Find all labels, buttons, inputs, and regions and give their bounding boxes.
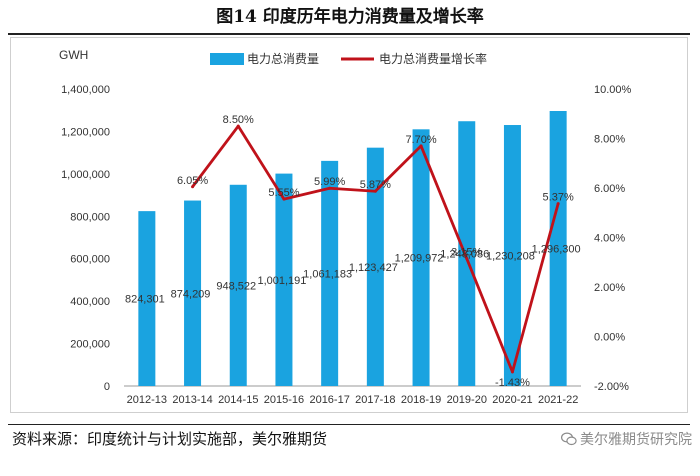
growth-rate-label: 6.05% <box>177 175 208 187</box>
left-tick-label: 400,000 <box>70 296 110 308</box>
growth-rate-label: 5.55% <box>268 187 299 199</box>
legend-bar-swatch <box>210 53 244 65</box>
left-axis-unit: GWH <box>59 48 88 62</box>
title-divider <box>8 33 690 35</box>
x-tick-label: 2017-18 <box>355 394 395 406</box>
x-tick-label: 2016-17 <box>309 394 349 406</box>
right-tick-label: 6.00% <box>594 183 625 195</box>
consumption-bar <box>184 200 202 386</box>
growth-rate-label: -1.43% <box>495 377 530 389</box>
x-tick-label: 2018-19 <box>401 394 441 406</box>
bar-value-label: 1,296,300 <box>532 243 581 255</box>
bar-value-label: 1,230,208 <box>486 251 535 263</box>
axes: GWH 0 200,000 400,000 600,000 800,000 1,000,00… <box>59 48 632 406</box>
left-tick-label: 1,200,000 <box>61 126 110 138</box>
consumption-bar <box>412 129 430 386</box>
source-note: 资料来源：印度统计与计划实施部，美尔雅期货 <box>12 430 328 448</box>
x-tick-label: 2012-13 <box>127 394 167 406</box>
figure-title: 图14 印度历年电力消费量及增长率 <box>216 7 484 27</box>
consumption-bar <box>503 125 521 387</box>
x-tick-label: 2014-15 <box>218 394 258 406</box>
right-tick-label: 0.00% <box>594 332 625 344</box>
legend: 电力总消费量 电力总消费量增长率 <box>210 51 487 66</box>
watermark: 美尔雅期货研究院 <box>561 429 692 449</box>
consumption-bar <box>321 160 339 386</box>
x-tick-label: 2013-14 <box>172 394 212 406</box>
growth-rate-label: 5.37% <box>543 192 574 204</box>
bar-value-label: 1,248,086 <box>440 249 489 261</box>
growth-rate-point <box>556 202 560 206</box>
growth-rate-point <box>191 185 195 189</box>
chart-frame: GWH 0 200,000 400,000 600,000 800,000 1,000,00… <box>10 37 688 413</box>
bar-value-label: 1,123,427 <box>349 262 398 274</box>
left-tick-label: 800,000 <box>70 211 110 223</box>
left-tick-label: 1,000,000 <box>61 169 110 181</box>
right-tick-label: 2.00% <box>594 282 625 294</box>
consumption-bar <box>549 110 567 387</box>
bar-value-label: 1,209,972 <box>395 253 444 265</box>
right-tick-label: 8.00% <box>594 134 625 146</box>
x-tick-label: 2020-21 <box>492 394 532 406</box>
bar-value-label: 824,301 <box>125 294 165 306</box>
bar-value-label: 874,209 <box>171 288 211 300</box>
growth-rate-label: 5.87% <box>360 179 391 191</box>
consumption-bar <box>229 184 247 386</box>
growth-rate-point <box>328 186 332 190</box>
x-tick-label: 2015-16 <box>264 394 304 406</box>
consumption-bar <box>138 211 156 386</box>
left-tick-label: 600,000 <box>70 254 110 266</box>
right-tick-label: 4.00% <box>594 233 625 245</box>
legend-line-label: 电力总消费量增长率 <box>379 51 487 66</box>
growth-rate-point <box>373 189 377 193</box>
consumption-bar <box>275 173 293 386</box>
right-tick-label: 10.00% <box>594 84 632 96</box>
combo-chart: GWH 0 200,000 400,000 600,000 800,000 1,000,00… <box>59 48 632 406</box>
left-tick-label: 0 <box>104 381 110 393</box>
wechat-icon <box>561 432 577 446</box>
left-tick-label: 1,400,000 <box>61 84 110 96</box>
watermark-text: 美尔雅期货研究院 <box>580 432 692 448</box>
growth-line-series <box>191 124 560 374</box>
bar-series <box>138 110 567 387</box>
x-tick-label: 2021-22 <box>538 394 578 406</box>
legend-bar-label: 电力总消费量 <box>247 52 319 66</box>
bar-value-label: 1,061,183 <box>303 268 352 280</box>
left-tick-label: 200,000 <box>70 339 110 351</box>
growth-rate-label: 5.99% <box>314 176 345 188</box>
x-tick-label: 2019-20 <box>447 394 487 406</box>
growth-rate-label: 8.50% <box>223 114 254 126</box>
source-divider <box>8 424 690 425</box>
growth-rate-point <box>282 197 286 201</box>
consumption-bar <box>366 147 384 386</box>
bar-value-label: 948,522 <box>216 280 256 292</box>
consumption-bar <box>458 121 476 386</box>
growth-rate-point <box>236 124 240 128</box>
growth-rate-point <box>510 370 514 374</box>
right-tick-label: -2.00% <box>594 381 629 393</box>
growth-rate-point <box>465 257 469 261</box>
growth-rate-point <box>419 144 423 148</box>
growth-rate-label: 7.70% <box>405 134 436 146</box>
bar-value-label: 1,001,191 <box>257 275 306 287</box>
growth-rate-label: 3.15% <box>451 247 482 259</box>
